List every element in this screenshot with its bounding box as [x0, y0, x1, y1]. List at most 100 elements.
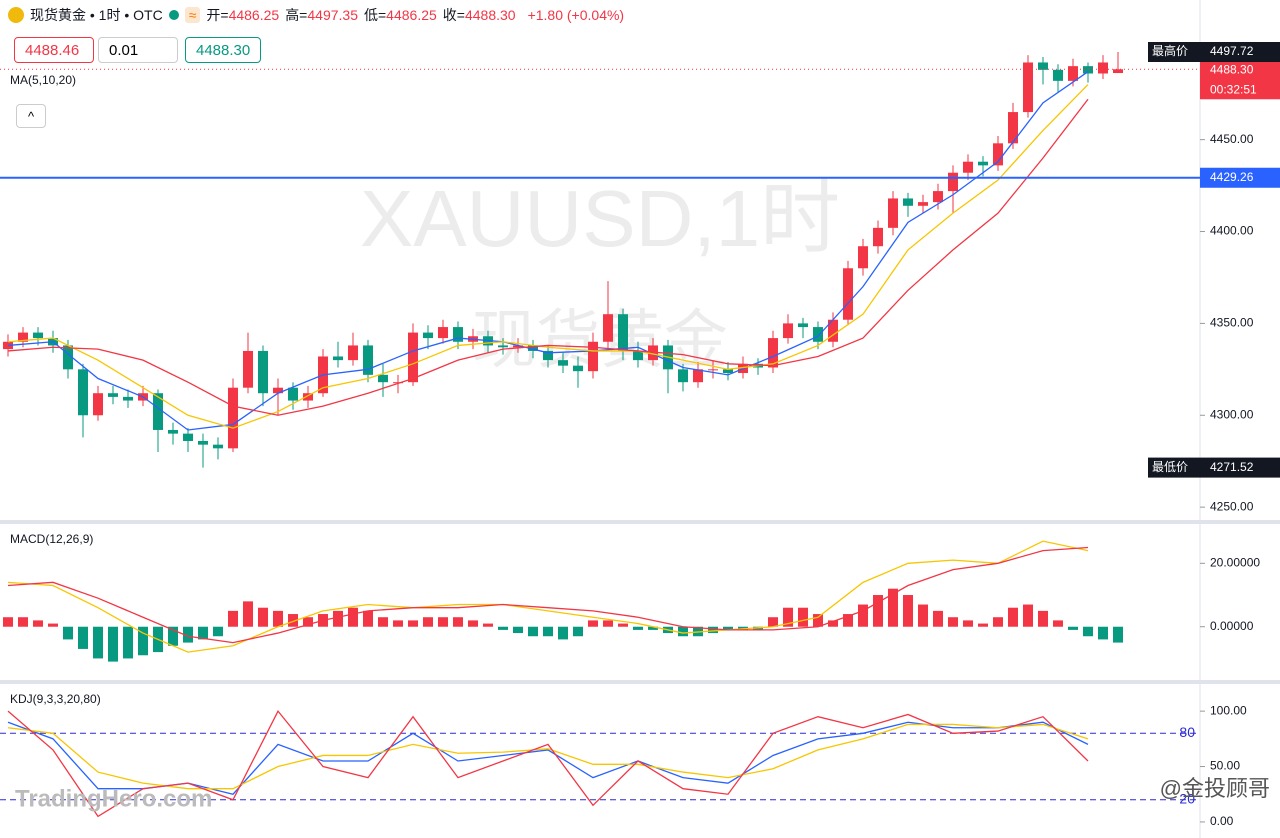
macd-bar [363, 610, 373, 627]
macd-bar [1083, 626, 1093, 637]
candle-body [333, 356, 343, 361]
indicator-line [7, 540, 1089, 653]
macd-bar [558, 626, 568, 640]
macd-bar [1023, 604, 1033, 627]
candle-body [603, 314, 613, 342]
indicator-line [7, 546, 1089, 644]
candle-body [558, 360, 568, 366]
panel-separator [0, 520, 1280, 524]
macd-bar [1113, 626, 1123, 643]
y-tick-label: 4350.00 [1210, 316, 1254, 330]
candle-body [828, 319, 838, 342]
macd-bar [528, 626, 538, 637]
panel-title: KDJ(9,3,3,20,80) [10, 692, 101, 706]
candle-body [1068, 66, 1078, 81]
candle-body [933, 191, 943, 203]
macd-bar [513, 626, 523, 634]
candle-body [918, 202, 928, 206]
ask[interactable]: 4488.30 [185, 37, 261, 63]
candle-body [1083, 66, 1093, 74]
macd-bar [18, 617, 28, 627]
macd-bar [648, 626, 658, 630]
change: +1.80 (+0.04%) [527, 7, 625, 23]
candle-body [108, 393, 118, 397]
macd-bar [618, 623, 628, 627]
watermark: XAUUSD,1时 [360, 174, 840, 263]
ohlc-value: 4488.30 [464, 7, 516, 23]
bid[interactable]: 4488.46 [14, 37, 94, 63]
candle-body [198, 440, 208, 445]
candle-body [78, 369, 88, 416]
candle-body [423, 332, 433, 339]
macd-bar [858, 604, 868, 627]
indicator-line [7, 723, 1089, 790]
macd-bar [408, 620, 418, 627]
candle-body [843, 268, 853, 320]
last-label: 4488.30 [1210, 62, 1254, 76]
ohlc-label: 开= [206, 7, 229, 23]
candle-body [813, 327, 823, 342]
macd-bar [783, 607, 793, 627]
macd-bar [93, 626, 103, 659]
y-tick-label: 100.00 [1210, 703, 1247, 717]
panel-title: MA(5,10,20) [10, 73, 76, 87]
candle-body [873, 227, 883, 247]
macd-bar [948, 617, 958, 627]
candle-body [888, 198, 898, 228]
macd-bar [888, 588, 898, 627]
watermark: 现货黄金 [472, 304, 728, 376]
candle-body [633, 350, 643, 361]
macd-bar [303, 617, 313, 627]
macd-bar [573, 626, 583, 637]
candle-body [693, 369, 703, 383]
macd-bar [348, 607, 358, 627]
macd-bar [48, 623, 58, 627]
indicator-line [7, 84, 1089, 429]
macd-bar [393, 620, 403, 627]
macd-bar [228, 610, 238, 627]
candle-body [1053, 69, 1063, 81]
candle-body [18, 332, 28, 342]
countdown: 00:32:51 [1210, 82, 1257, 96]
ohlc-value: 4486.25 [386, 7, 437, 23]
candle-body [993, 143, 1003, 166]
qty[interactable]: 0.01 [98, 37, 178, 63]
y-tick-label: 0.00 [1210, 814, 1234, 828]
candle-body [963, 161, 973, 173]
macd-bar [108, 626, 118, 662]
tag-bg [1200, 167, 1280, 188]
macd-bar [468, 620, 478, 627]
y-tick-label: 4250.00 [1210, 499, 1254, 513]
level-label: 4429.26 [1210, 170, 1254, 184]
candle-body [228, 387, 238, 449]
collapse-button[interactable]: ^ [16, 104, 46, 128]
candle-body [258, 350, 268, 394]
candle-body [903, 198, 913, 206]
y-tick-label: 0.00000 [1210, 619, 1254, 633]
candle-body [1098, 62, 1108, 74]
macd-bar [258, 607, 268, 627]
macd-bar [588, 620, 598, 627]
panel-title: MACD(12,26,9) [10, 532, 93, 546]
macd-bar [213, 626, 223, 637]
ohlc-label: 收= [442, 7, 465, 23]
macd-bar [273, 610, 283, 627]
candle-body [348, 345, 358, 361]
candle-body [3, 341, 13, 350]
candle-body [273, 387, 283, 394]
ohlc-value: 4486.25 [228, 7, 280, 23]
macd-bar [423, 617, 433, 627]
macd-bar [78, 626, 88, 649]
candle-body [573, 365, 583, 372]
indicator-line [7, 71, 1089, 431]
level-label: 20 [1179, 790, 1195, 806]
macd-bar [33, 620, 43, 627]
macd-bar [378, 617, 388, 627]
candle-body [93, 393, 103, 416]
candle-body [1023, 62, 1033, 113]
macd-bar [1053, 620, 1063, 627]
macd-bar [828, 620, 838, 627]
macd-bar [993, 617, 1003, 627]
